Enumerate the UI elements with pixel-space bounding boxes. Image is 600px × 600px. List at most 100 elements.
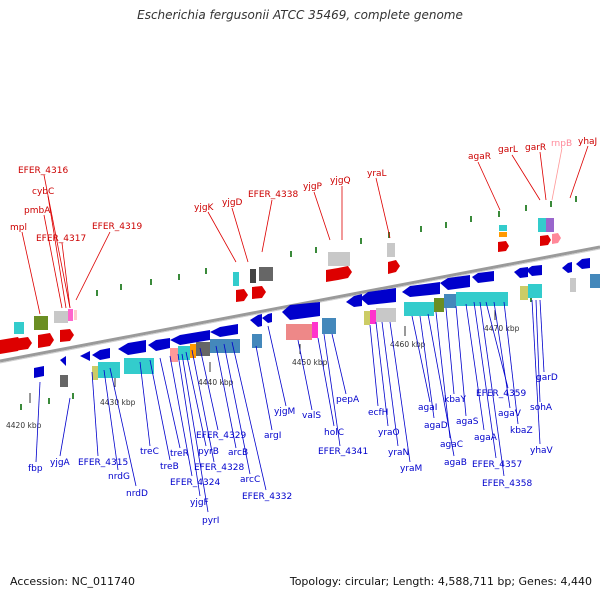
gene-label: mpl: [10, 223, 27, 233]
leader-line: [331, 333, 347, 395]
leader-line: [91, 371, 99, 457]
gene-block: [196, 342, 210, 356]
leader-line: [35, 381, 41, 463]
leader-line: [323, 333, 341, 447]
leader-line: [75, 231, 111, 301]
leader-line: [21, 231, 41, 315]
gene-label: yraM: [400, 464, 422, 474]
bottom-leaders: [35, 299, 545, 513]
gene-label: rnpB: [551, 139, 572, 149]
gene-arrow-minus: [250, 314, 262, 327]
gene-arrow-minus: [210, 324, 238, 337]
leader-line: [255, 345, 273, 431]
gene-arrow-minus: [170, 330, 210, 345]
leader-line: [215, 345, 237, 449]
gene-arrow-minus: [360, 288, 396, 305]
gene-label: fbp: [28, 464, 43, 474]
gene-label: yjgF: [190, 498, 209, 508]
tick-label: 4420 kbp: [6, 421, 42, 430]
gene-label: garR: [525, 143, 546, 153]
genome-title: Escherichia fergusonii ATCC 35469, compl…: [137, 8, 463, 22]
leader-line: [61, 242, 71, 309]
gene-arrow-plus: [38, 333, 54, 348]
leader-line: [369, 324, 379, 407]
gene-arrow-minus: [34, 366, 44, 378]
gene-label: pyrB: [198, 447, 219, 457]
gene-label: kbaY: [444, 395, 466, 405]
gene-block: [328, 252, 350, 266]
gene-label: yraL: [367, 169, 387, 179]
gene-arrow-rna: [552, 233, 561, 244]
leader-line: [159, 357, 181, 449]
guide-dot: [20, 404, 22, 410]
guide-dot: [150, 279, 152, 285]
gene-label: arcB: [228, 448, 248, 458]
leader-line: [473, 301, 497, 459]
gene-arrow-plus: [540, 235, 551, 246]
gene-arrow-plus: [252, 286, 266, 299]
gene-label: yhaV: [530, 446, 554, 456]
gene-block: [499, 225, 507, 231]
gene-block: [404, 302, 434, 316]
gene-label: EFER_4341: [318, 447, 368, 457]
leader-line: [169, 355, 193, 477]
guide-dot: [205, 268, 207, 274]
top-leaders: [21, 145, 589, 315]
gene-label: valS: [302, 411, 321, 421]
gene-arrow-plus: [388, 260, 400, 274]
gene-label: yjgK: [194, 203, 215, 213]
leader-line: [199, 347, 219, 431]
gene-label: agaV: [498, 409, 522, 419]
gene-label: EFER_4315: [78, 458, 128, 468]
gene-label: EFER_4359: [476, 389, 526, 399]
gene-block: [60, 375, 68, 387]
leader-line: [207, 211, 237, 263]
gene-block: [74, 310, 77, 320]
gene-block: [364, 311, 370, 325]
gene-block: [14, 322, 24, 334]
gene-arrow-minus: [472, 271, 494, 283]
gene-arrow-plus: [60, 329, 74, 342]
leader-line: [477, 161, 501, 211]
leader-line: [231, 207, 249, 263]
gene-block: [387, 243, 395, 257]
leader-line: [539, 299, 545, 373]
gene-arrow-plus: [14, 337, 32, 351]
top-labels: EFER_4316 cybC pmbA mpl EFER_4317 EFER_4…: [10, 137, 597, 244]
guide-dot: [48, 398, 50, 404]
gene-label: arcC: [240, 475, 260, 485]
gene-block: [538, 218, 548, 232]
gene-block: [124, 358, 154, 374]
plus-strand-genes: [0, 218, 561, 354]
gene-label: agaC: [440, 440, 463, 450]
gene-label: EFER_4317: [36, 234, 86, 244]
leader-line: [103, 369, 119, 471]
leader-line: [445, 307, 455, 395]
tick-label: 4450 kbp: [292, 358, 328, 367]
gene-block: [499, 232, 507, 237]
gene-arrow-plus: [236, 289, 248, 302]
gene-label: yjgA: [50, 458, 71, 468]
gene-label: agaD: [424, 421, 448, 431]
gene-block: [233, 272, 239, 286]
gene-label: treR: [170, 449, 189, 459]
gene-label: yraO: [378, 428, 400, 438]
guide-dot: [360, 238, 362, 244]
guide-dot: [290, 251, 292, 257]
gene-block: [259, 267, 273, 281]
leader-line: [149, 359, 171, 461]
leader-line: [411, 315, 431, 403]
gene-label: pmbA: [24, 206, 51, 216]
guide-dot: [550, 201, 552, 207]
guide-dot: [420, 226, 422, 232]
leader-line: [231, 341, 267, 491]
leader-line: [59, 397, 71, 457]
gene-label: EFER_4332: [242, 492, 292, 502]
leader-line: [185, 351, 207, 447]
guide-dot: [530, 296, 532, 302]
leader-line: [419, 315, 435, 419]
leader-line: [479, 301, 505, 477]
gene-arrow-minus: [576, 258, 590, 269]
gene-label: nrdG: [108, 472, 130, 482]
gene-label: agaS: [456, 417, 479, 427]
